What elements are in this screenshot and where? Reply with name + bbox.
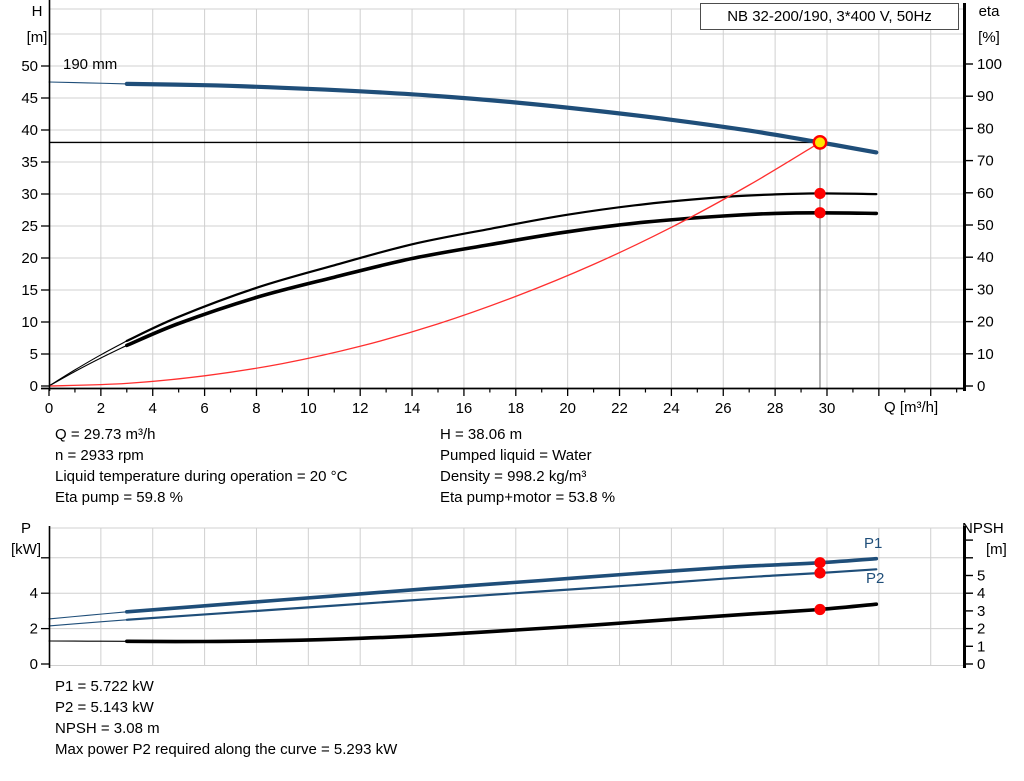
x-tick-label: 30 — [819, 400, 836, 417]
info-liquid-temperature: Liquid temperature during operation = 20… — [55, 468, 348, 485]
right-tick-label: 0 — [977, 656, 985, 673]
left-tick-label: 20 — [21, 250, 38, 267]
head-curve — [48, 81, 128, 85]
x-tick-label: 24 — [663, 400, 680, 417]
right-tick-label: 70 — [977, 153, 994, 170]
eta-pump-point — [814, 187, 826, 200]
x-tick-label: 28 — [767, 400, 784, 417]
info-speed: n = 2933 rpm — [55, 447, 144, 464]
eta-pump-motor-curve — [125, 210, 879, 348]
right-tick-label: 50 — [977, 217, 994, 234]
eta-pump-motor-curve — [48, 344, 128, 387]
right-tick-label: 30 — [977, 281, 994, 298]
x-tick-label: 0 — [45, 400, 53, 417]
npsh-curve — [125, 602, 879, 644]
info-eta-pump: Eta pump = 59.8 % — [55, 489, 183, 506]
right-tick-label: 20 — [977, 314, 994, 331]
left-tick-label: 30 — [21, 186, 38, 203]
x-tick-label: 10 — [300, 400, 317, 417]
x-tick-label: 2 — [97, 400, 105, 417]
p1-curve-label: P1 — [864, 535, 883, 552]
info-flow: Q = 29.73 m³/h — [55, 426, 156, 443]
duty-info-right: H = 38.06 m Pumped liquid = Water Densit… — [440, 424, 615, 508]
right-tick-label: 100 — [977, 56, 1002, 73]
h-axis-unit: [m] — [26, 29, 48, 46]
right-tick-label: 2 — [977, 621, 985, 638]
right-tick-label: 60 — [977, 185, 994, 202]
npsh-axis-unit: [m] — [986, 541, 1007, 558]
info-p2: P2 = 5.143 kW — [55, 699, 154, 716]
x-tick-label: 12 — [352, 400, 369, 417]
power-info-block: P1 = 5.722 kW P2 = 5.143 kW NPSH = 3.08 … — [55, 676, 397, 760]
left-tick-label: 15 — [21, 282, 38, 299]
info-max-power: Max power P2 required along the curve = … — [55, 741, 398, 758]
left-tick-label: 35 — [21, 154, 38, 171]
eta-pump-motor-point — [814, 207, 826, 219]
right-tick-label: 4 — [977, 585, 985, 602]
right-tick-label: 5 — [977, 568, 985, 585]
right-tick-label: 10 — [977, 346, 994, 363]
x-tick-label: 14 — [404, 400, 421, 417]
npsh-axis-title: NPSH — [962, 520, 1004, 537]
info-pumped-liquid: Pumped liquid = Water — [440, 447, 592, 464]
left-tick-label: 25 — [21, 218, 38, 235]
x-tick-label: 8 — [252, 400, 260, 417]
right-tick-label: 0 — [977, 378, 985, 395]
x-tick-label: 26 — [715, 400, 732, 417]
x-tick-label: 16 — [456, 400, 473, 417]
left-tick-label: 50 — [21, 58, 38, 75]
eta-pump-curve — [125, 192, 878, 342]
x-tick-label: 4 — [149, 400, 157, 417]
p2-curve-label: P2 — [866, 570, 885, 587]
impeller-diameter-label: 190 mm — [63, 56, 118, 73]
p-axis-unit: [kW] — [11, 541, 41, 558]
p1-curve — [48, 611, 128, 620]
right-tick-label: 90 — [977, 88, 994, 105]
info-head: H = 38.06 m — [440, 426, 523, 443]
x-tick-label: 18 — [507, 400, 524, 417]
right-tick-label: 1 — [977, 638, 985, 655]
head-curve — [124, 81, 879, 155]
pump-title-box: NB 32-200/190, 3*400 V, 50Hz — [700, 3, 959, 30]
eta-axis-unit: [%] — [978, 29, 1000, 46]
p2-curve — [48, 619, 128, 627]
left-tick-label: 10 — [21, 314, 38, 331]
info-eta-pump-motor: Eta pump+motor = 53.8 % — [440, 489, 616, 506]
system-curve — [48, 141, 821, 387]
q-axis-label: Q [m³/h] — [884, 399, 939, 416]
duty-point[interactable] — [812, 135, 828, 150]
left-tick-label: 40 — [21, 122, 38, 139]
left-tick-label: 0 — [30, 378, 38, 395]
info-npsh: NPSH = 3.08 m — [55, 720, 160, 737]
eta-pump-curve — [48, 340, 128, 387]
left-tick-label: 45 — [21, 90, 38, 107]
p1-curve — [125, 556, 879, 614]
right-tick-label: 80 — [977, 120, 994, 137]
duty-info-left: Q = 29.73 m³/h n = 2933 rpm Liquid tempe… — [55, 424, 347, 508]
left-tick-label: 4 — [30, 585, 38, 602]
h-axis-title: H — [31, 3, 43, 20]
info-p1: P1 = 5.722 kW — [55, 678, 154, 695]
x-tick-label: 6 — [200, 400, 208, 417]
x-tick-label: 20 — [559, 400, 576, 417]
eta-axis-title: eta — [978, 3, 1000, 20]
x-tick-label: 22 — [611, 400, 628, 417]
info-density: Density = 998.2 kg/m³ — [440, 468, 587, 485]
left-tick-label: 0 — [30, 656, 38, 673]
left-tick-label: 2 — [30, 621, 38, 638]
right-tick-label: 3 — [977, 603, 985, 620]
right-tick-label: 40 — [977, 249, 994, 266]
npsh-point — [814, 603, 826, 616]
p2-curve — [125, 568, 878, 621]
p-axis-title: P — [20, 520, 31, 537]
p1-point — [814, 557, 826, 569]
p2-point — [814, 567, 826, 579]
left-tick-label: 5 — [30, 346, 38, 363]
